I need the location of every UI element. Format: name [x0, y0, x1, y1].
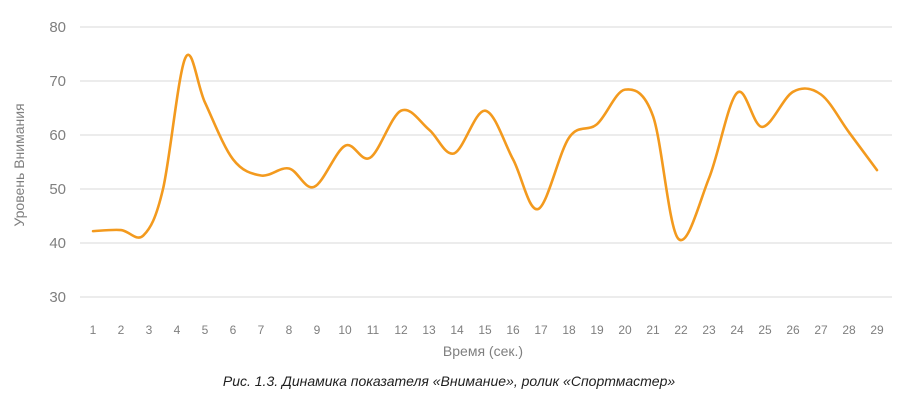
x-tick-label: 27	[814, 323, 828, 337]
x-axis-ticks: 1 2 3 4 5 6 7 8 9 10 11 12 13 14 15 16 17 18 19 20 21 22 23 24 2…	[90, 323, 884, 337]
x-tick-label: 18	[562, 323, 576, 337]
x-tick-label: 7	[258, 323, 265, 337]
x-tick-label: 28	[842, 323, 856, 337]
y-tick-label: 40	[49, 235, 66, 252]
x-tick-label: 4	[174, 323, 181, 337]
y-tick-label: 70	[49, 73, 66, 90]
x-tick-label: 23	[702, 323, 716, 337]
y-tick-label: 30	[49, 289, 66, 306]
y-tick-label: 80	[49, 19, 66, 36]
x-tick-label: 12	[394, 323, 408, 337]
series-layer	[91, 53, 879, 242]
x-tick-label: 21	[646, 323, 660, 337]
x-tick-label: 25	[758, 323, 772, 337]
x-tick-label: 1	[90, 323, 97, 337]
x-tick-label: 3	[146, 323, 153, 337]
x-tick-label: 29	[870, 323, 884, 337]
x-tick-label: 11	[367, 323, 380, 337]
x-tick-label: 24	[730, 323, 744, 337]
x-tick-label: 15	[478, 323, 492, 337]
y-axis-ticks: 30 40 50 60 70 80	[49, 19, 66, 306]
x-tick-label: 6	[230, 323, 237, 337]
x-tick-label: 13	[422, 323, 436, 337]
x-axis-title: Время (сек.)	[443, 343, 523, 359]
x-tick-label: 8	[286, 323, 293, 337]
gridlines	[80, 26, 892, 298]
x-tick-label: 14	[450, 323, 464, 337]
y-axis-title: Уровень Внимания	[11, 103, 27, 226]
x-tick-label: 20	[618, 323, 632, 337]
x-tick-label: 9	[314, 323, 321, 337]
figure-caption: Рис. 1.3. Динамика показателя «Внимание»…	[223, 373, 675, 389]
x-tick-label: 22	[674, 323, 688, 337]
series-line-0	[91, 53, 879, 242]
x-tick-label: 26	[786, 323, 800, 337]
x-tick-label: 17	[534, 323, 548, 337]
x-tick-label: 10	[338, 323, 352, 337]
x-tick-label: 5	[202, 323, 209, 337]
x-tick-label: 2	[118, 323, 125, 337]
x-tick-label: 19	[590, 323, 604, 337]
y-tick-label: 60	[49, 127, 66, 144]
y-tick-label: 50	[49, 181, 66, 198]
x-tick-label: 16	[506, 323, 520, 337]
